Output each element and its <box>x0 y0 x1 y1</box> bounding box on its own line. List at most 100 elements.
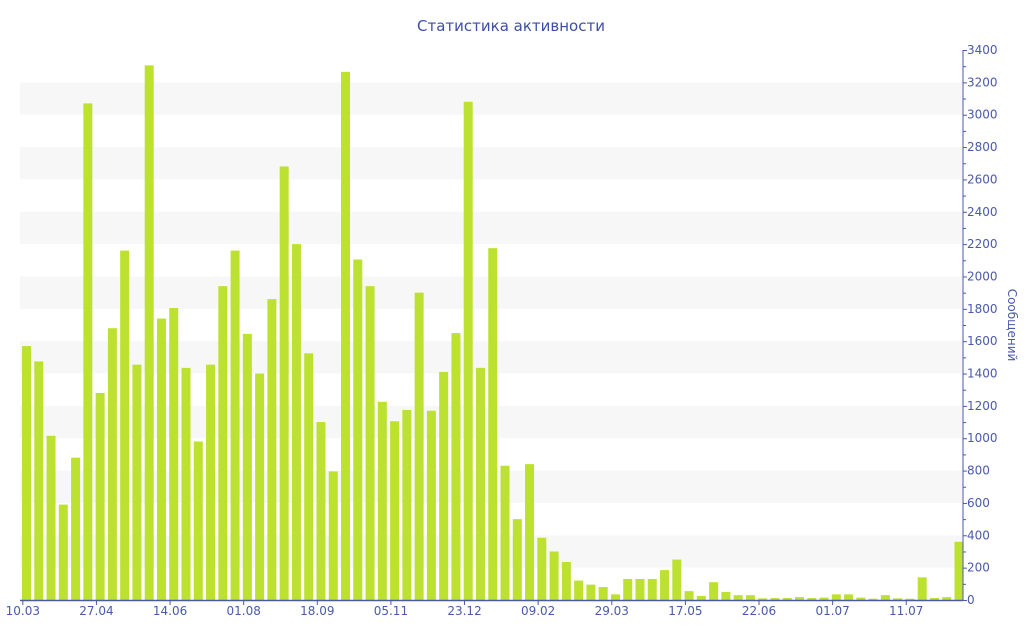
x-tick-label: 11.07 <box>889 604 923 618</box>
bar <box>672 559 682 600</box>
bar <box>537 537 547 600</box>
bar <box>500 465 510 600</box>
y-tick-label: 3200 <box>967 75 998 89</box>
bar <box>819 597 829 600</box>
y-tick-label: 3000 <box>967 108 998 122</box>
bar <box>132 364 142 600</box>
y-tick-label: 600 <box>967 496 990 510</box>
bar <box>95 392 105 600</box>
bar <box>549 551 559 600</box>
y-tick-label: 2200 <box>967 237 998 251</box>
bar <box>83 103 93 600</box>
bar <box>758 598 768 600</box>
bar <box>414 292 424 600</box>
bar <box>893 598 903 600</box>
bar <box>660 570 670 600</box>
bar <box>635 578 645 600</box>
y-axis: 0 200 400 600 800 1000 1200 1400 1600 1800 2000 220… <box>962 43 998 607</box>
y-tick-label: 1600 <box>967 334 998 348</box>
bar <box>794 597 804 600</box>
bar <box>390 421 400 600</box>
bar <box>316 422 326 600</box>
bar <box>426 410 436 600</box>
bar <box>156 318 166 600</box>
bar <box>230 250 240 600</box>
bar <box>525 464 535 600</box>
y-tick-label: 1000 <box>967 431 998 445</box>
bar <box>586 584 596 600</box>
bar <box>623 578 633 600</box>
bar <box>831 594 841 600</box>
y-tick-label: 2000 <box>967 269 998 283</box>
bar <box>488 248 498 601</box>
bar <box>279 166 289 600</box>
y-tick-label: 0 <box>967 593 975 607</box>
bar <box>169 308 179 600</box>
bar <box>647 578 657 600</box>
bar <box>782 598 792 600</box>
y-tick-label: 1400 <box>967 367 998 381</box>
bar <box>574 580 584 600</box>
bar <box>696 595 706 600</box>
bar <box>856 597 866 600</box>
bar <box>942 597 952 600</box>
x-tick-label: 18.09 <box>300 604 334 618</box>
chart-title: Статистика активности <box>417 17 605 35</box>
bar <box>353 259 363 600</box>
bar <box>868 598 878 600</box>
bar <box>402 409 412 600</box>
x-tick-label: 10.03 <box>6 604 40 618</box>
bar <box>255 373 265 600</box>
bar <box>844 594 854 600</box>
bar <box>291 244 301 600</box>
x-tick-label: 22.06 <box>742 604 776 618</box>
y-axis-label: Сообщений <box>1005 289 1019 362</box>
grid-band <box>20 82 962 115</box>
bar <box>721 591 731 600</box>
bar <box>193 441 203 600</box>
y-tick-label: 1800 <box>967 302 998 316</box>
bar <box>341 71 351 600</box>
bar <box>807 598 817 600</box>
y-tick-label: 400 <box>967 528 990 542</box>
bar <box>905 598 915 600</box>
bar <box>451 333 461 600</box>
bar <box>954 541 964 600</box>
x-tick-label: 17.05 <box>668 604 702 618</box>
bar <box>561 561 571 600</box>
y-tick-label: 800 <box>967 464 990 478</box>
bar <box>267 299 277 600</box>
bar <box>242 333 252 600</box>
bar <box>144 65 154 600</box>
bar <box>218 286 228 600</box>
y-tick-label: 2600 <box>967 172 998 186</box>
bar <box>107 328 117 600</box>
grid-band <box>20 147 962 180</box>
y-tick-label: 2800 <box>967 140 998 154</box>
bar <box>463 101 473 600</box>
bar <box>709 582 719 600</box>
bar <box>733 595 743 600</box>
bar <box>598 587 608 600</box>
bar <box>365 286 375 600</box>
bar <box>120 250 130 600</box>
bar <box>770 598 780 600</box>
x-tick-label: 29.03 <box>595 604 629 618</box>
bar <box>439 371 449 600</box>
y-tick-label: 2400 <box>967 205 998 219</box>
bar <box>181 367 191 600</box>
bars <box>22 65 964 601</box>
bar <box>880 595 890 600</box>
bar <box>610 594 620 600</box>
x-tick-label: 01.07 <box>815 604 849 618</box>
bar <box>745 595 755 600</box>
x-tick-label: 23.12 <box>447 604 481 618</box>
x-tick-label: 05.11 <box>374 604 408 618</box>
x-tick-label: 27.04 <box>79 604 113 618</box>
x-tick-label: 01.08 <box>226 604 260 618</box>
bar <box>46 435 56 600</box>
x-tick-label: 14.06 <box>153 604 187 618</box>
y-tick-label: 3400 <box>967 43 998 57</box>
x-tick-label: 09.02 <box>521 604 555 618</box>
